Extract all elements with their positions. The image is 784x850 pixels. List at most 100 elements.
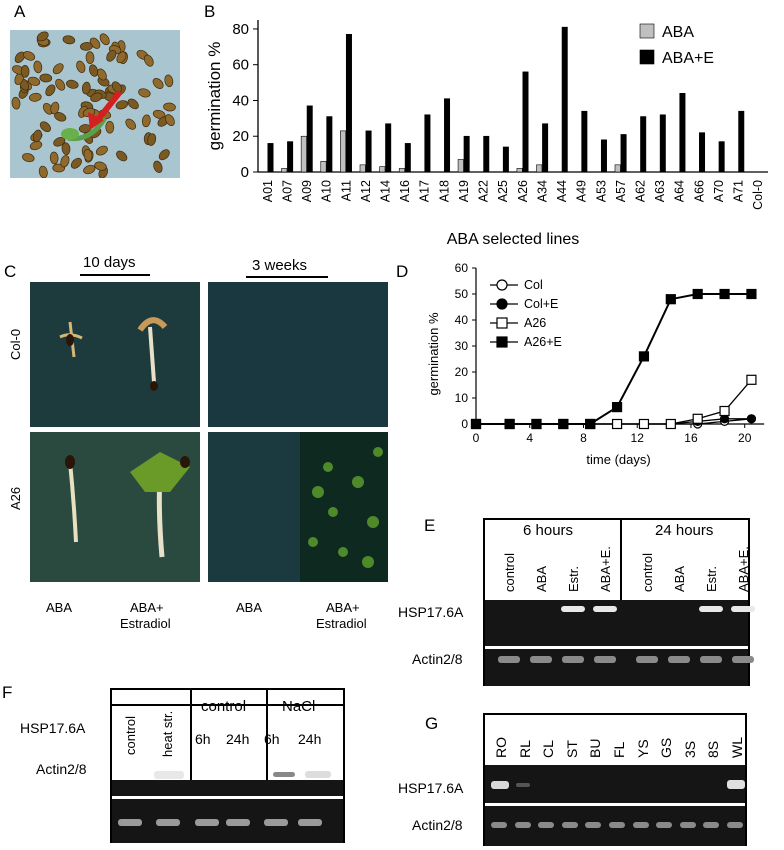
chart-b-xtick: A01 xyxy=(261,180,275,202)
chart-d-point xyxy=(504,418,515,430)
photo-col0-10days xyxy=(30,282,200,427)
chart-b-xtick: A63 xyxy=(653,180,667,202)
g-lane-label: YS xyxy=(634,739,651,758)
e-actin-band xyxy=(668,656,690,663)
g-row-hsp: HSP17.6A xyxy=(398,780,464,796)
chart-b-bar xyxy=(679,93,686,173)
chart-b-bar xyxy=(659,114,666,173)
chart-d-point xyxy=(496,336,508,348)
f-actin-band xyxy=(118,819,142,826)
chart-b-legend-label: ABA xyxy=(662,24,694,41)
f-row-actin: Actin2/8 xyxy=(36,761,87,777)
chart-d-legend-label: Col+E xyxy=(524,297,558,311)
chart-b-legend-swatch xyxy=(639,23,655,39)
c-col-label-4a: ABA+ xyxy=(326,600,360,615)
photo-a26-10days xyxy=(30,432,200,582)
g-row-actin: Actin2/8 xyxy=(412,817,463,833)
chart-b-bar xyxy=(365,130,372,173)
c-col-label-2b: Estradiol xyxy=(120,616,171,631)
e-lane-label: control xyxy=(640,552,655,592)
chart-d-legend-label: Col xyxy=(524,278,543,292)
chart-b-bar xyxy=(340,130,347,173)
chart-b-bar xyxy=(483,135,490,173)
chart-d-point xyxy=(719,288,730,300)
header-3-weeks: 3 weeks xyxy=(252,257,308,274)
chart-b-legend-swatch xyxy=(639,49,655,65)
f-time-label: 24h xyxy=(298,731,322,747)
g-hsp-band xyxy=(727,780,745,789)
chart-d-line xyxy=(476,379,752,425)
chart-b-bar xyxy=(516,168,523,173)
chart-b-bar xyxy=(300,135,307,173)
chart-d-point xyxy=(638,351,650,362)
g-actin-band xyxy=(514,822,531,828)
g-actin-band xyxy=(727,822,743,828)
chart-b-xtick: A18 xyxy=(437,180,451,202)
chart-b-xtick: A49 xyxy=(575,180,589,202)
chart-b-xtick: A16 xyxy=(398,180,412,202)
chart-b-xtick: A62 xyxy=(634,180,648,202)
g-actin-band xyxy=(538,822,555,828)
chart-d-ytick: 40 xyxy=(455,313,469,327)
chart-b-bar xyxy=(444,98,451,173)
f-time-label: 6h xyxy=(264,731,280,747)
chart-d-point xyxy=(719,405,730,417)
e-lane-label: ABA xyxy=(672,565,687,592)
chart-b-bar xyxy=(718,141,725,173)
g-lane-label: CL xyxy=(540,740,557,758)
g-lane-label: ST xyxy=(563,740,580,758)
chart-d-ytick: 0 xyxy=(461,417,468,431)
chart-b-xtick: A12 xyxy=(359,180,373,202)
seed-photo-drawing xyxy=(11,31,176,178)
e-lane-label: ABA+E. xyxy=(736,546,751,592)
chart-b-xtick: A19 xyxy=(457,180,471,202)
e-actin-band xyxy=(732,656,754,663)
e-actin-band xyxy=(562,656,584,663)
g-lane-label: GS xyxy=(658,737,675,758)
g-actin-band xyxy=(679,822,696,828)
chart-b-bar xyxy=(306,105,313,173)
chart-b-xtick: A25 xyxy=(496,180,510,202)
chart-d-ytick: 60 xyxy=(455,261,469,275)
chart-b-ytick: 0 xyxy=(241,164,249,181)
chart-d-point xyxy=(585,418,596,430)
chart-d-xtick: 4 xyxy=(526,431,533,445)
f-time-label: 6h xyxy=(195,731,211,747)
chart-b-xtick: A57 xyxy=(614,180,628,202)
chart-b-xtick: A71 xyxy=(732,180,746,202)
chart-b-xtick: A53 xyxy=(594,180,608,202)
gel-f xyxy=(110,688,345,843)
g-lane-label: FL xyxy=(611,741,627,758)
chart-b-xtick: A07 xyxy=(280,180,294,202)
e-lane-label: Estr. xyxy=(704,565,719,592)
chart-d-point xyxy=(611,418,623,430)
chart-b-xtick: A17 xyxy=(418,180,432,202)
panel-d-letter: D xyxy=(396,262,409,281)
f-actin-band xyxy=(195,819,219,826)
f-row-hsp: HSP17.6A xyxy=(20,720,86,736)
c-col-label-2a: ABA+ xyxy=(130,600,164,615)
g-actin-band xyxy=(491,822,507,828)
chart-b-ytick: 20 xyxy=(232,128,249,145)
chart-d-point xyxy=(611,402,623,413)
chart-b-bar xyxy=(699,132,706,173)
chart-d-point xyxy=(496,279,508,291)
e-group-24h: 24 hours xyxy=(655,522,714,539)
f-actin-band xyxy=(156,819,180,826)
chart-b-xtick: A34 xyxy=(535,180,549,202)
header-10-days-bar xyxy=(80,274,150,276)
photo-a26-3weeks xyxy=(208,432,388,582)
chart-b-bar xyxy=(614,164,621,173)
chart-d-point xyxy=(496,317,508,329)
chart-b-bar xyxy=(542,123,549,173)
chart-d-ytick: 30 xyxy=(455,339,469,353)
chart-b-legend-label: ABA+E xyxy=(662,50,714,67)
chart-b-bar xyxy=(359,164,366,173)
photo-col0-3weeks xyxy=(208,282,388,427)
chart-b-bar xyxy=(620,134,627,173)
g-actin-band xyxy=(561,822,578,828)
f-time-label: 24h xyxy=(226,731,250,747)
f-hsp-band xyxy=(273,772,295,777)
chart-b-ytick: 40 xyxy=(232,92,249,109)
panel-f-letter: F xyxy=(2,683,13,702)
